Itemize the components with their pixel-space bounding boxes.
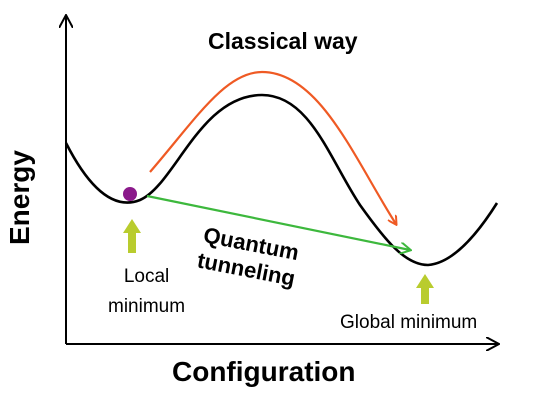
local-minimum-label: Local minimum: [108, 262, 185, 322]
local-minimum-label-line1: Local: [123, 266, 170, 287]
particle-dot-icon: [123, 187, 137, 201]
local-minimum-label-line2: minimum: [108, 296, 186, 317]
x-axis-label: Configuration: [172, 356, 356, 387]
energy-curve: [64, 93, 499, 267]
quantum-tunneling-arrow: [146, 194, 410, 250]
y-axis-label: Energy: [4, 150, 35, 245]
local-minimum-up-arrow-icon: [123, 219, 141, 253]
classical-way-arrow: [149, 70, 396, 224]
classical-way-label: Classical way: [208, 28, 358, 54]
global-minimum-label: Global minimum: [340, 312, 478, 333]
global-minimum-up-arrow-icon: [416, 274, 434, 304]
